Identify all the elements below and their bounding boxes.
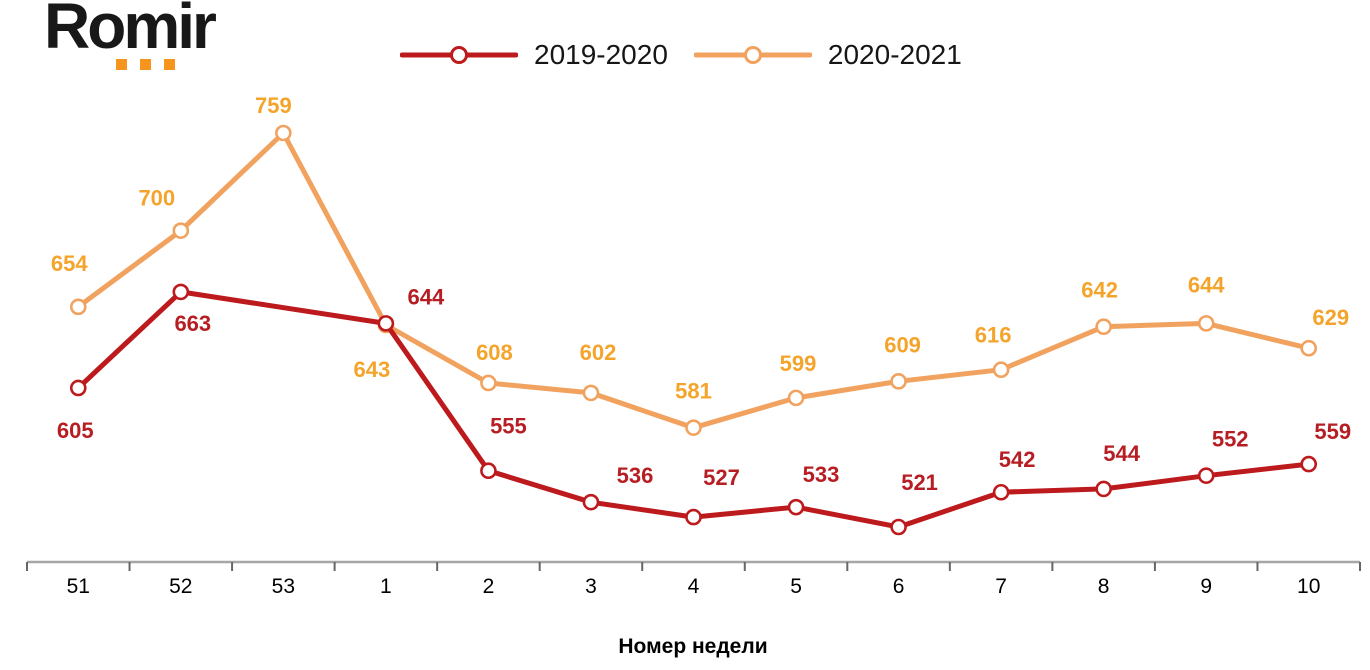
x-axis-tick-label: 3	[585, 575, 597, 598]
data-point-label-2019-2020: 544	[1103, 441, 1140, 466]
x-axis-tick-label: 52	[169, 575, 192, 598]
data-point-marker-2020-2021	[992, 361, 1010, 379]
data-point-marker-2020-2021	[480, 374, 497, 392]
data-point-marker-2019-2020	[890, 518, 907, 536]
data-point-marker-2019-2020	[1300, 455, 1318, 473]
data-point-marker-2019-2020	[582, 493, 600, 511]
legend-label: 2019-2020	[534, 39, 668, 70]
data-point-label-2020-2021: 616	[975, 323, 1012, 348]
legend-item-2019-2020: 2019-2020	[400, 39, 668, 71]
x-axis-tick-label: 4	[688, 575, 700, 598]
data-point-marker-2020-2021	[1197, 315, 1215, 332]
data-point-marker-2020-2021	[1300, 339, 1318, 357]
data-point-marker-2019-2020	[1095, 480, 1112, 498]
data-point-marker-2019-2020	[787, 498, 805, 516]
data-point-label-2020-2021: 609	[884, 332, 921, 357]
data-point-label-2019-2020: 533	[803, 462, 840, 487]
logo-dot	[116, 59, 127, 70]
data-point-label-2019-2020: 536	[617, 463, 654, 488]
data-point-marker-2019-2020	[480, 462, 497, 480]
data-point-marker-2020-2021	[275, 124, 292, 142]
data-point-marker-2020-2021	[890, 373, 907, 390]
data-point-label-2019-2020: 644	[408, 284, 445, 309]
data-point-label-2019-2020: 555	[490, 414, 527, 439]
data-point-label-2020-2021: 602	[580, 340, 617, 365]
x-axis-tick-label: 51	[67, 575, 90, 598]
logo-dot	[140, 59, 151, 70]
logo-text: Romir	[44, 0, 217, 62]
data-point-label-2019-2020: 663	[174, 311, 211, 336]
legend-label: 2020-2021	[827, 39, 962, 70]
chart-legend: 2019-2020 2020-2021	[400, 39, 962, 71]
romir-logo: Romir	[44, 0, 217, 70]
logo-dots-icon	[116, 59, 214, 70]
data-point-label-2020-2021: 608	[476, 340, 513, 365]
data-point-label-2020-2021: 581	[675, 379, 712, 404]
x-axis-title: Номер недели	[618, 635, 767, 658]
x-axis-tick-label: 8	[1098, 575, 1110, 598]
x-axis-tick-label: 53	[272, 575, 295, 598]
data-point-marker-2019-2020	[685, 508, 702, 526]
data-point-marker-2019-2020	[69, 379, 87, 397]
data-point-label-2019-2020: 552	[1212, 427, 1249, 452]
data-point-marker-2019-2020	[1197, 467, 1215, 484]
data-point-label-2020-2021: 700	[138, 186, 175, 211]
x-axis-tick-label: 1	[380, 575, 392, 598]
data-point-label-2020-2021: 642	[1081, 278, 1118, 303]
x-axis-tick-label: 2	[483, 575, 495, 598]
data-point-label-2019-2020: 527	[703, 465, 740, 490]
data-point-marker-2019-2020	[377, 315, 395, 332]
data-point-marker-2020-2021	[582, 384, 600, 402]
x-axis-tick-label: 5	[790, 575, 802, 598]
data-point-label-2020-2021: 654	[51, 251, 88, 276]
data-point-label-2019-2020: 605	[57, 418, 94, 443]
data-point-label-2020-2021: 629	[1312, 305, 1349, 330]
x-axis-tick-label: 10	[1297, 575, 1320, 598]
data-point-marker-2020-2021	[69, 298, 87, 316]
data-point-label-2019-2020: 559	[1314, 419, 1351, 444]
line-marker-swatch-icon	[693, 46, 812, 64]
legend-item-2020-2021: 2020-2021	[693, 39, 962, 71]
logo-dot	[164, 59, 175, 70]
data-point-marker-2020-2021	[172, 222, 190, 239]
x-axis: 51 52 53 1 2 3 4 5 6 7 8 9 10	[26, 560, 1361, 598]
data-point-marker-2020-2021	[787, 389, 805, 407]
series-layer: 654 700 759 643 608 602 581 599 609 616 642 644 629 6…	[51, 93, 1351, 536]
x-axis-tick-label: 6	[893, 575, 905, 598]
data-point-marker-2020-2021	[1095, 318, 1112, 335]
series-line-2019-2020	[75, 289, 1312, 530]
data-point-marker-2019-2020	[992, 483, 1010, 501]
data-point-label-2020-2021: 643	[354, 357, 391, 382]
data-point-label-2019-2020: 542	[999, 447, 1036, 472]
data-point-label-2020-2021: 759	[255, 93, 292, 118]
data-point-label-2020-2021: 599	[780, 351, 817, 376]
data-point-marker-2019-2020	[172, 283, 190, 301]
x-axis-tick-label: 9	[1200, 575, 1212, 598]
data-point-label-2020-2021: 644	[1188, 272, 1225, 297]
data-point-label-2019-2020: 521	[901, 470, 938, 495]
line-marker-swatch-icon	[400, 46, 518, 64]
data-point-marker-2020-2021	[685, 419, 702, 436]
x-axis-tick-label: 7	[995, 575, 1007, 598]
